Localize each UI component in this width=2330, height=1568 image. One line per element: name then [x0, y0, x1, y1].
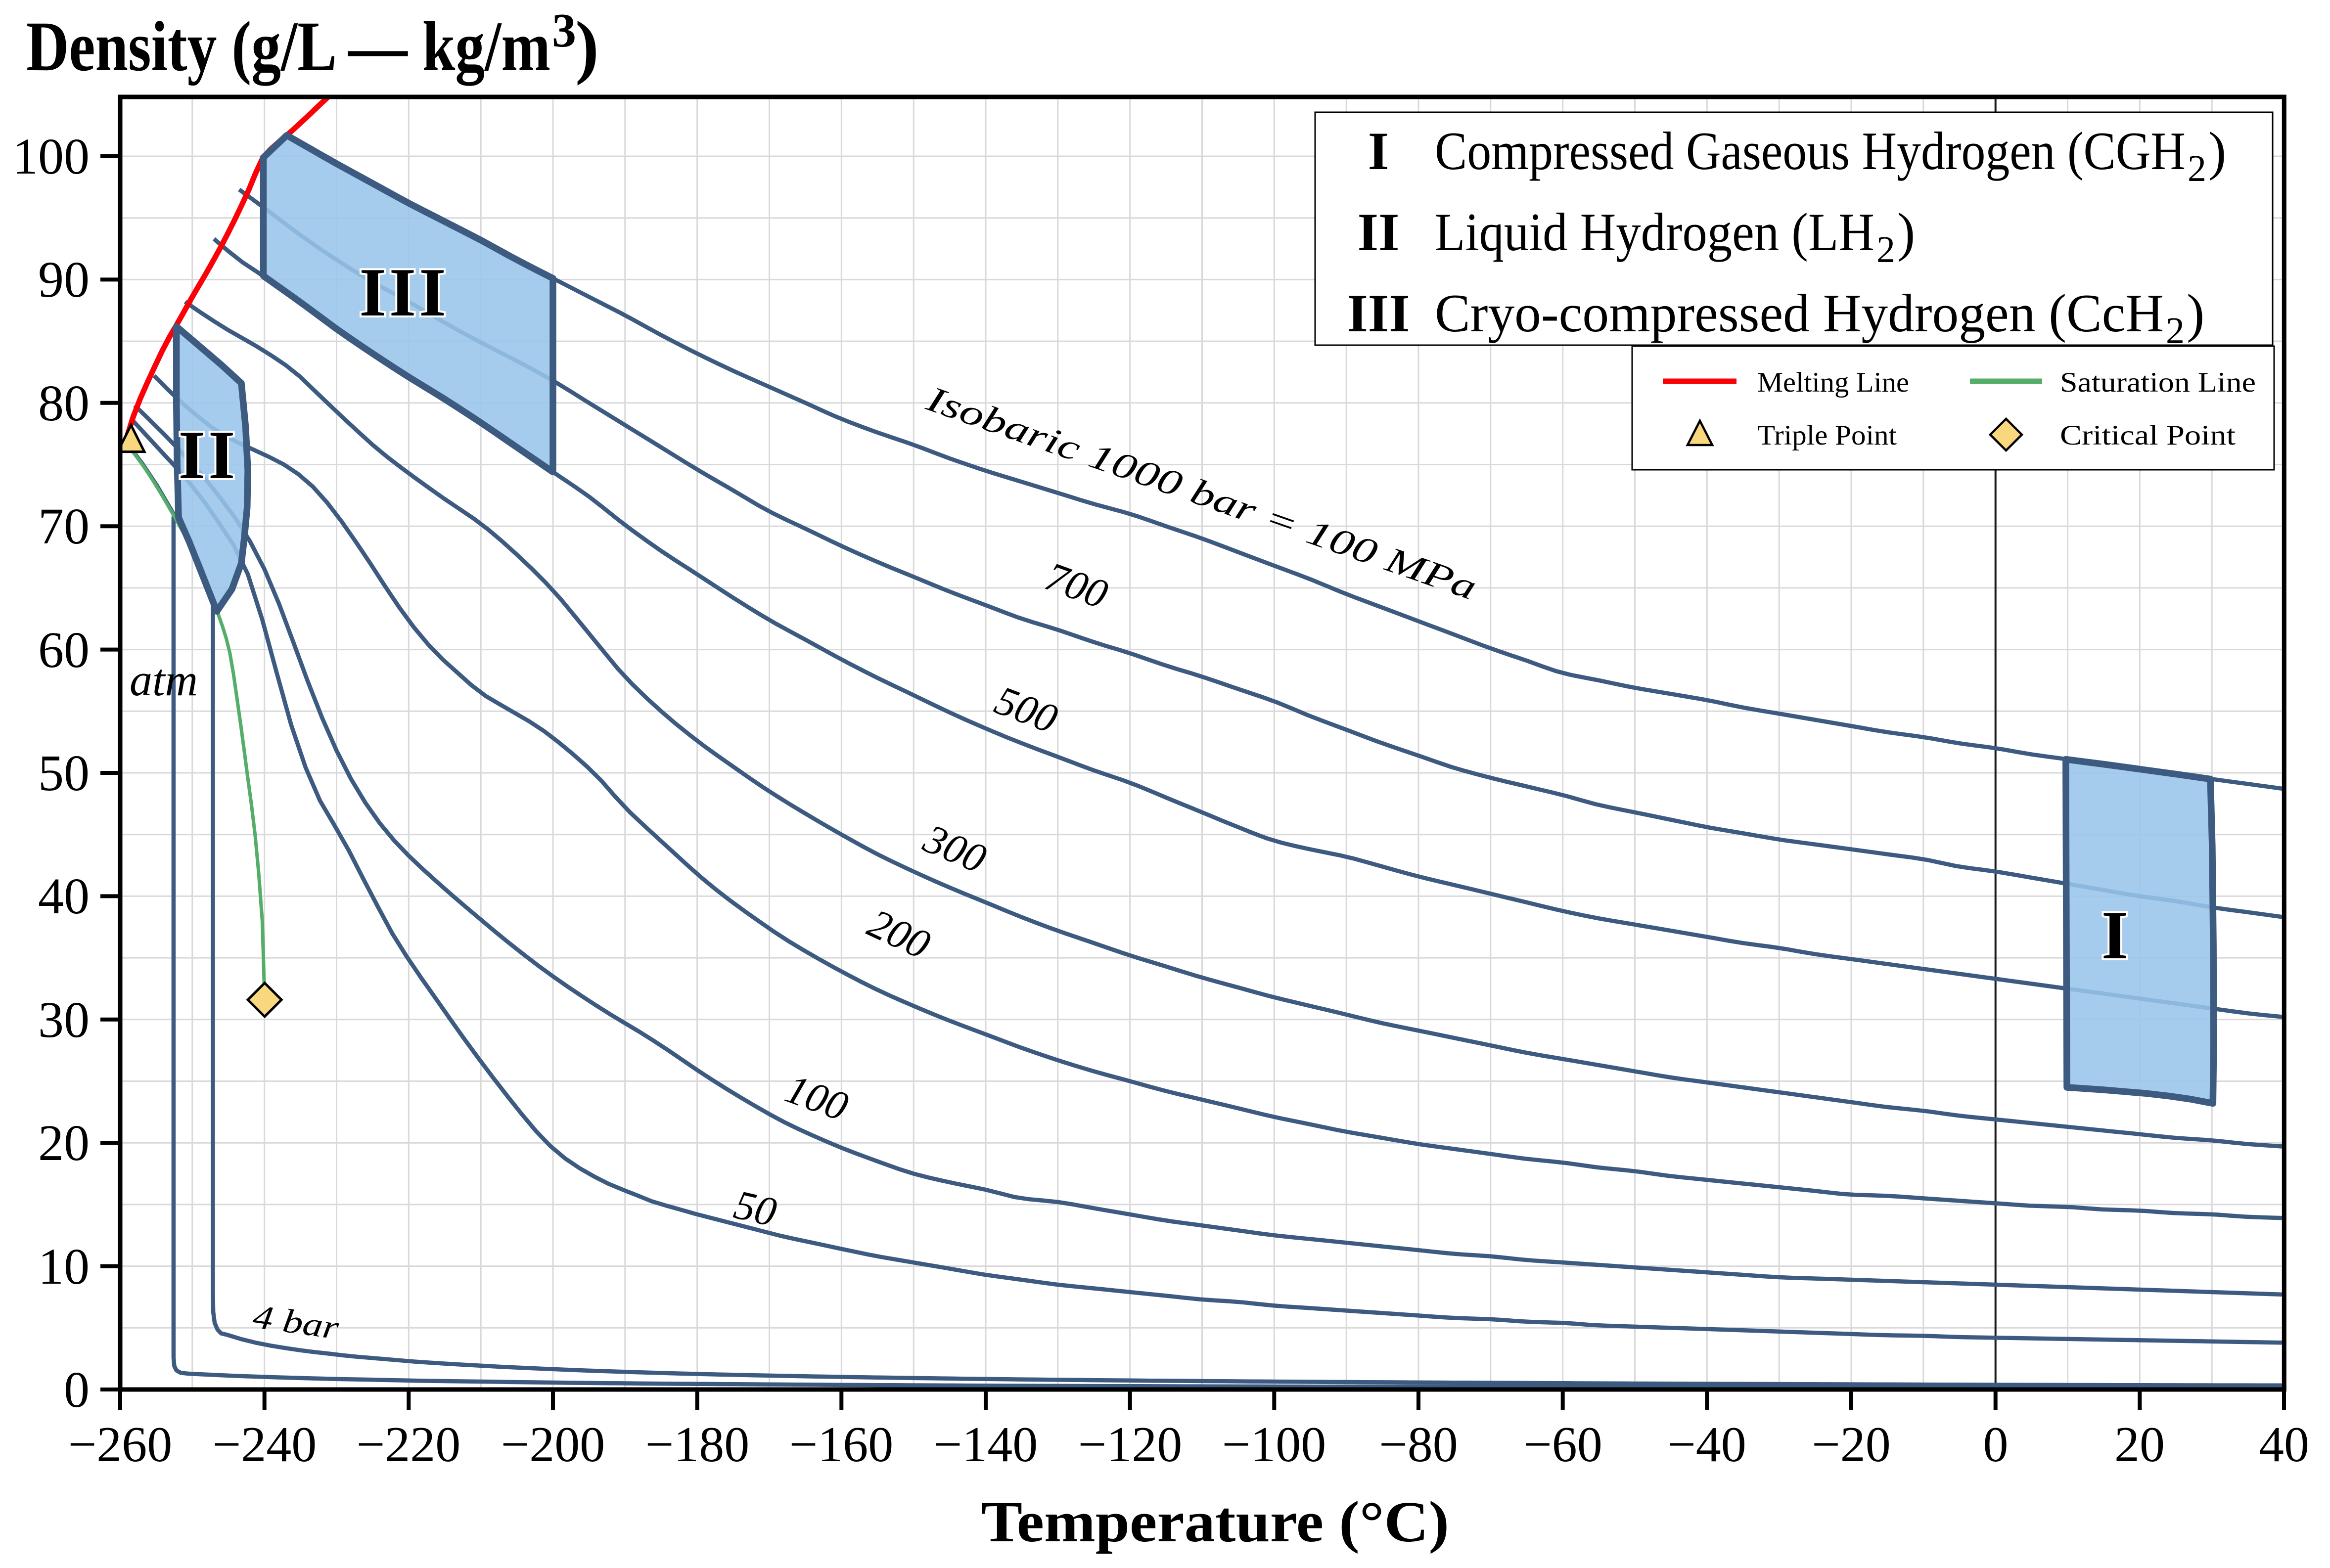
svg-text:III: III: [1347, 283, 1410, 343]
svg-text:3: 3: [552, 4, 576, 57]
svg-text:III: III: [359, 254, 449, 331]
svg-text:): ): [2187, 283, 2204, 343]
svg-text:−180: −180: [645, 1417, 750, 1473]
svg-text:−140: −140: [934, 1417, 1038, 1473]
svg-text:50: 50: [38, 745, 90, 802]
svg-text:0: 0: [1983, 1417, 2009, 1473]
svg-text:II: II: [1358, 202, 1400, 262]
svg-text:atm: atm: [130, 655, 198, 705]
svg-text:70: 70: [38, 498, 90, 555]
svg-text:50: 50: [730, 1181, 781, 1236]
svg-text:60: 60: [38, 622, 90, 678]
svg-text:Compressed Gaseous Hydrogen (C: Compressed Gaseous Hydrogen (CGH: [1435, 121, 2186, 181]
svg-text:Melting Line: Melting Line: [1757, 367, 1909, 398]
svg-text:100: 100: [12, 128, 90, 185]
svg-text:−160: −160: [789, 1417, 894, 1473]
svg-text:40: 40: [2259, 1417, 2309, 1473]
svg-text:−220: −220: [357, 1417, 461, 1473]
svg-text:0: 0: [64, 1361, 90, 1418]
svg-text:Saturation Line: Saturation Line: [2060, 367, 2256, 398]
svg-text:−240: −240: [213, 1417, 317, 1473]
svg-text:): ): [575, 7, 599, 86]
svg-text:): ): [1897, 202, 1915, 262]
svg-text:I: I: [2102, 897, 2131, 974]
svg-text:−20: −20: [1812, 1417, 1891, 1473]
svg-text:10: 10: [38, 1238, 90, 1295]
svg-text:): ): [2208, 121, 2226, 181]
svg-text:−60: −60: [1523, 1417, 1602, 1473]
svg-text:80: 80: [38, 375, 90, 432]
svg-text:Critical Point: Critical Point: [2060, 420, 2236, 451]
svg-text:−100: −100: [1222, 1417, 1326, 1473]
svg-text:Temperature (°C): Temperature (°C): [981, 1489, 1449, 1554]
svg-text:Density (g/L — kg/m: Density (g/L — kg/m: [26, 7, 550, 86]
svg-text:20: 20: [2114, 1417, 2165, 1473]
svg-text:II: II: [179, 417, 238, 493]
svg-text:20: 20: [38, 1115, 90, 1171]
svg-text:−260: −260: [68, 1417, 173, 1473]
svg-text:2: 2: [2166, 310, 2185, 352]
svg-text:90: 90: [38, 251, 90, 308]
svg-text:Cryo-compressed Hydrogen (CcH: Cryo-compressed Hydrogen (CcH: [1435, 283, 2164, 343]
svg-text:30: 30: [38, 991, 90, 1048]
svg-text:Triple Point: Triple Point: [1757, 420, 1897, 451]
svg-text:Liquid Hydrogen (LH: Liquid Hydrogen (LH: [1435, 202, 1874, 262]
svg-text:I: I: [1368, 121, 1389, 181]
svg-text:40: 40: [38, 868, 90, 925]
svg-text:−120: −120: [1078, 1417, 1183, 1473]
svg-text:2: 2: [2188, 148, 2206, 189]
svg-text:−200: −200: [501, 1417, 605, 1473]
svg-text:−40: −40: [1667, 1417, 1746, 1473]
svg-text:2: 2: [1876, 229, 1895, 270]
svg-text:−80: −80: [1379, 1417, 1458, 1473]
